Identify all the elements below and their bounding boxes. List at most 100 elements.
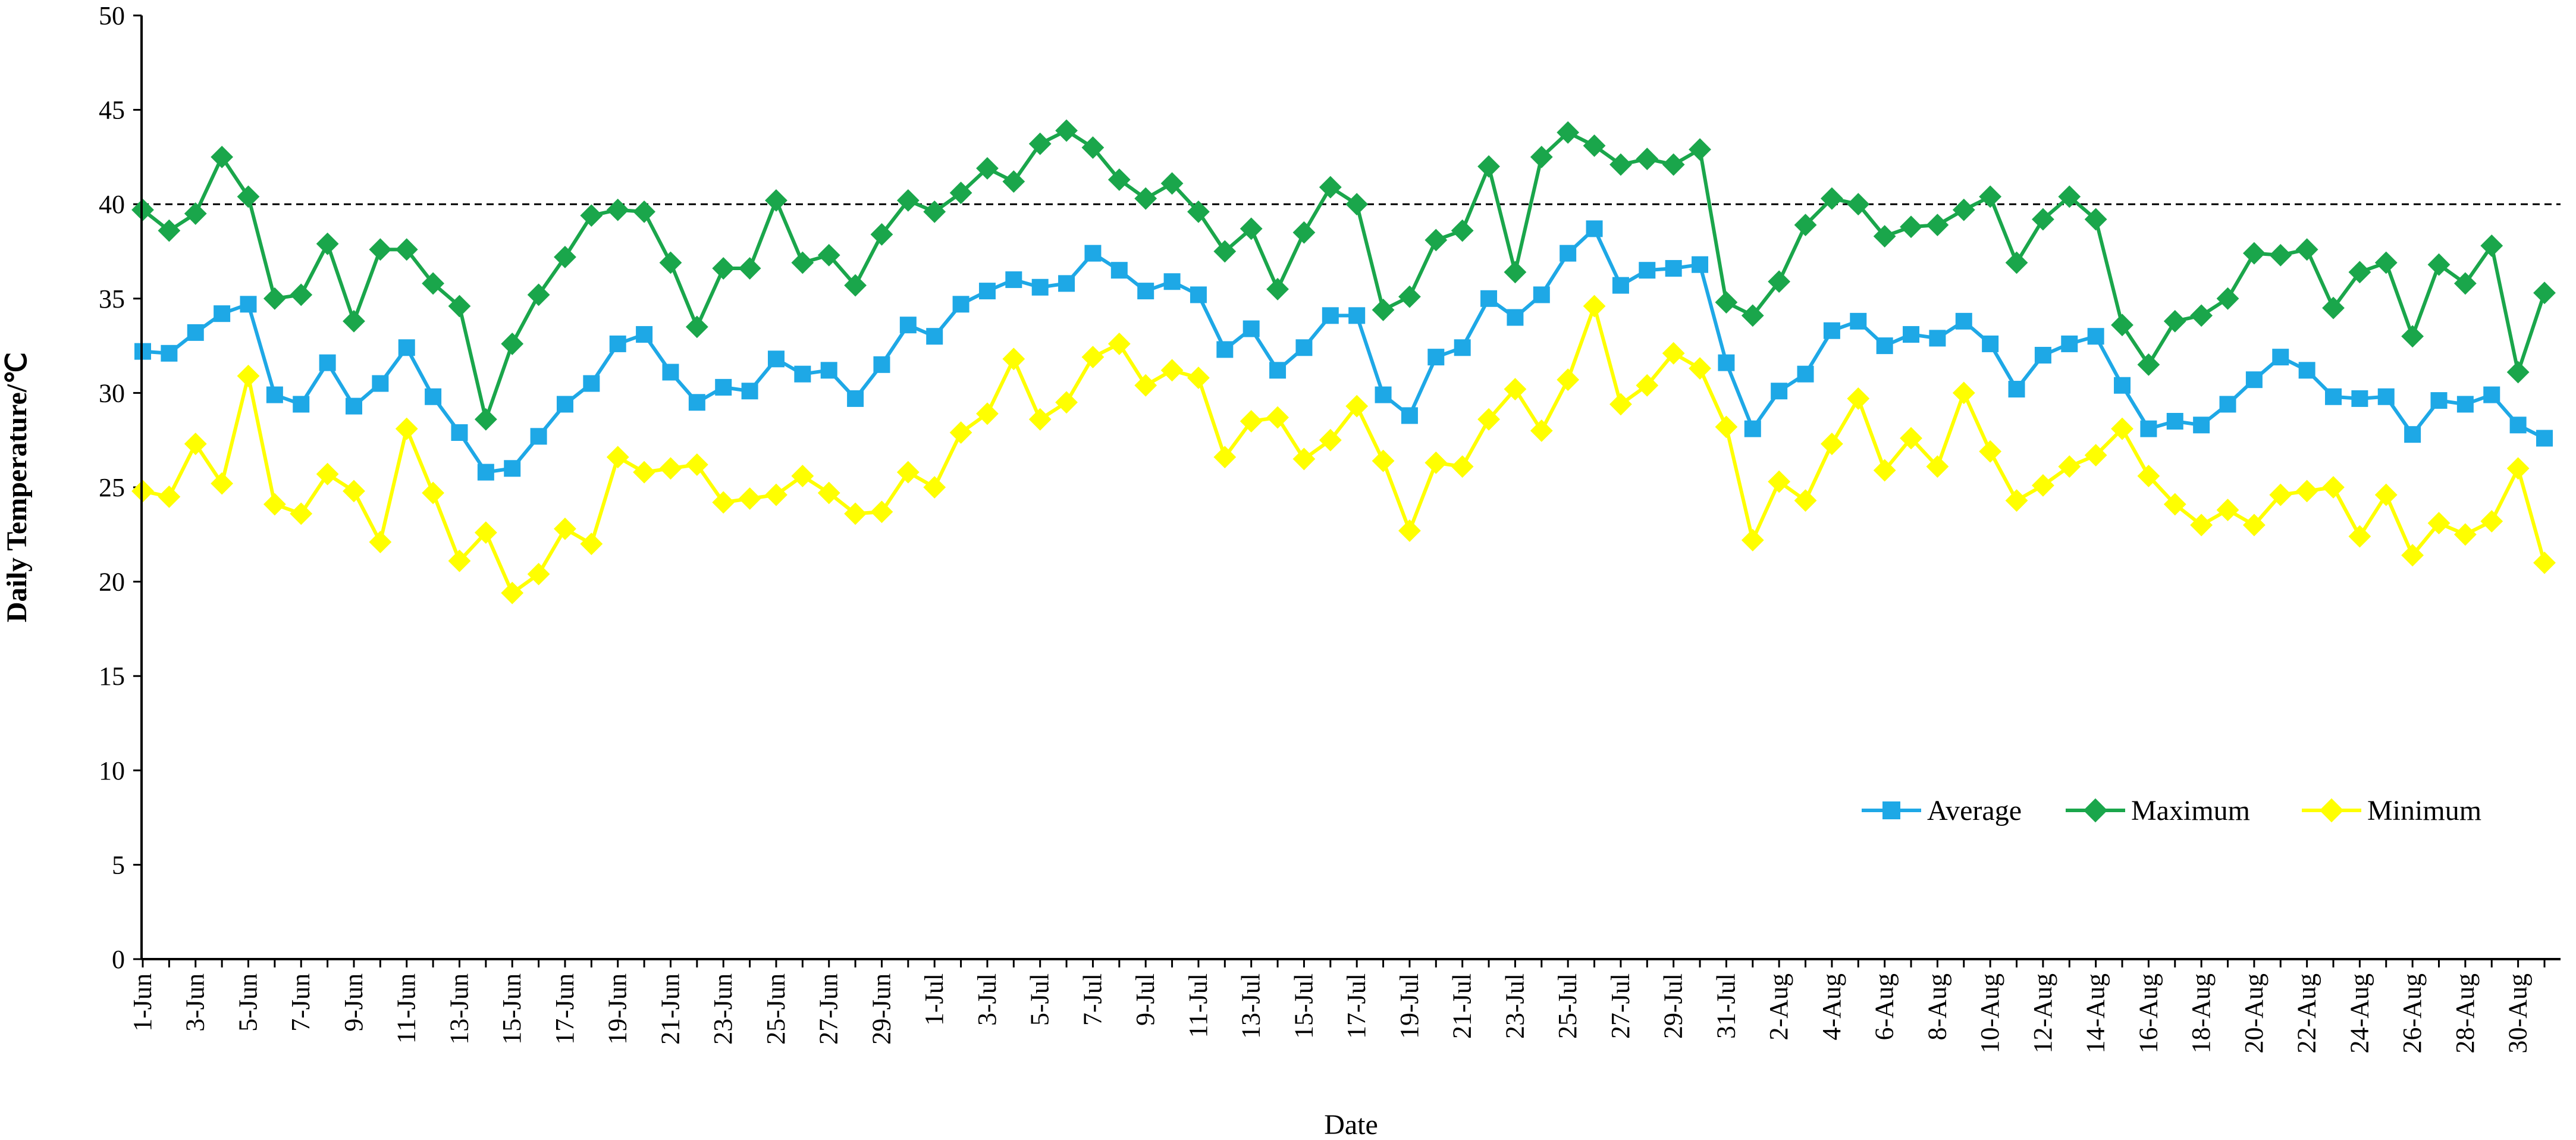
data-point-average [609,335,626,352]
data-point-average [1929,330,1946,347]
x-tick-label: 7-Jun [286,973,315,1032]
x-tick-label: 24-Aug [2345,973,2374,1053]
data-point-average [1797,365,1814,383]
data-point-minimum [2401,544,2424,567]
data-point-maximum [738,257,761,280]
x-tick-label: 6-Aug [1870,973,1899,1040]
data-point-maximum [1926,214,1949,236]
data-point-maximum [1557,121,1580,144]
data-point-average [1401,407,1418,424]
legend-marker-average [1882,801,1900,819]
data-point-minimum [685,453,708,476]
data-point-maximum [2269,243,2292,267]
x-tick-label: 31-Jul [1711,973,1740,1039]
data-point-minimum [2058,455,2081,478]
data-point-minimum [1107,333,1131,355]
x-tick-label: 29-Jun [867,973,896,1045]
data-point-maximum [2032,208,2054,231]
data-point-maximum [606,198,629,221]
data-point-average [741,383,758,400]
legend-label-minimum: Minimum [2367,795,2481,826]
legend-item-minimum: Minimum [2302,795,2481,826]
data-point-maximum [395,238,418,261]
x-tick-label: 5-Jun [233,973,262,1032]
data-point-maximum [237,185,260,208]
data-point-maximum [2190,304,2213,327]
data-point-maximum [263,287,286,310]
data-point-minimum [1134,374,1157,397]
x-tick-label: 19-Jun [603,973,632,1045]
data-point-maximum [2295,238,2318,261]
data-point-maximum [1609,153,1632,176]
data-point-minimum [738,487,761,510]
series-average [134,220,2553,481]
data-point-maximum [2506,361,2530,384]
data-point-maximum [2058,185,2081,208]
data-point-average [1242,320,1260,337]
data-point-maximum [474,408,497,431]
data-point-average [2219,396,2236,413]
data-point-maximum [2374,251,2398,274]
data-point-average [161,344,178,362]
y-tick-label: 0 [112,945,125,974]
data-point-minimum [1213,446,1237,469]
data-point-average [372,375,389,392]
y-tick-label: 25 [99,473,125,502]
data-point-average [1163,273,1181,290]
data-point-maximum [2242,242,2266,265]
data-point-minimum [1583,295,1606,318]
data-point-minimum [2190,513,2213,537]
x-tick-label: 13-Jun [444,973,473,1045]
data-point-average [1876,337,1893,355]
legend-label-maximum: Maximum [2131,795,2250,826]
series-maximum [131,119,2556,431]
data-point-maximum [976,157,999,180]
data-point-minimum [606,446,629,469]
data-point-average [214,305,231,322]
data-point-minimum [263,493,286,516]
data-point-minimum [1715,415,1738,439]
data-point-maximum [1240,217,1263,240]
data-point-minimum [844,502,867,525]
data-point-average [1322,307,1339,324]
data-point-minimum [1768,470,1791,493]
data-point-maximum [158,219,181,242]
data-point-minimum [237,364,260,387]
x-tick-label: 16-Aug [2133,973,2163,1053]
data-point-average [1190,286,1207,303]
data-point-minimum [448,549,471,572]
data-point-minimum [1530,419,1553,442]
data-point-minimum [1451,455,1474,478]
data-point-average [1744,420,1761,437]
data-point-average [2245,371,2263,389]
data-point-minimum [395,417,418,440]
x-tick-label: 27-Jun [814,973,843,1045]
x-tick-label: 11-Jul [1184,973,1213,1038]
x-tick-label: 1-Jun [128,973,157,1032]
x-tick-label: 17-Jun [550,973,579,1045]
y-tick-label: 30 [99,378,125,408]
data-point-maximum [633,200,655,223]
x-tick-label: 7-Jul [1078,973,1107,1026]
data-point-maximum [1028,132,1052,155]
data-point-minimum [1926,455,1949,478]
data-point-maximum [1187,200,1210,223]
data-point-minimum [1952,381,1975,405]
data-point-minimum [2348,525,2371,548]
x-tick-label: 22-Aug [2292,973,2321,1053]
data-point-minimum [1425,451,1448,474]
x-tick-label: 3-Jun [181,973,210,1032]
x-tick-label: 17-Jul [1342,973,1371,1039]
data-point-minimum [1636,374,1659,397]
data-point-minimum [1028,408,1052,431]
data-point-minimum [2322,476,2345,499]
data-point-average [1982,335,1999,352]
data-point-minimum [2216,499,2239,521]
x-tick-label: 18-Aug [2186,973,2216,1053]
data-point-average [187,324,204,341]
legend-label-average: Average [1927,795,2022,826]
data-point-minimum [2533,551,2556,574]
data-point-minimum [949,421,972,444]
data-point-maximum [448,295,471,318]
